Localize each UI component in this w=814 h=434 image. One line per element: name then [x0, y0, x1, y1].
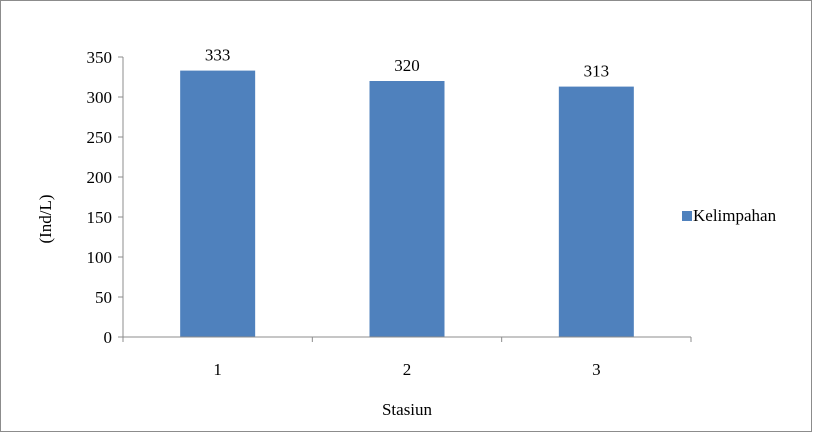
legend-label: Kelimpahan	[693, 206, 777, 225]
y-tick-label: 200	[87, 168, 113, 187]
y-axis-ticks: 0 50 100 150 200 250 300 350	[87, 48, 123, 347]
y-tick-label: 0	[104, 328, 113, 347]
data-labels: 333 320 313	[205, 46, 609, 81]
bars	[180, 70, 634, 337]
bar-stasiun-3	[558, 86, 634, 337]
y-tick-label: 300	[87, 88, 113, 107]
data-label: 320	[394, 56, 420, 75]
y-tick-label: 100	[87, 248, 113, 267]
legend-swatch	[682, 211, 692, 221]
y-axis-title: (Ind/L)	[36, 194, 55, 243]
y-tick-label: 50	[95, 288, 112, 307]
legend: Kelimpahan	[682, 206, 777, 225]
x-tick-label: 2	[403, 360, 412, 379]
bar-stasiun-1	[180, 70, 256, 337]
x-axis-ticks: 1 2 3	[122, 337, 692, 379]
bar-stasiun-2	[369, 81, 445, 337]
x-tick-label: 3	[592, 360, 601, 379]
data-label: 333	[205, 46, 231, 65]
y-tick-label: 250	[87, 128, 113, 147]
y-tick-label: 350	[87, 48, 113, 67]
y-tick-label: 150	[87, 208, 113, 227]
data-label: 313	[584, 62, 610, 81]
x-axis-title: Stasiun	[382, 400, 433, 419]
x-tick-label: 1	[213, 360, 222, 379]
